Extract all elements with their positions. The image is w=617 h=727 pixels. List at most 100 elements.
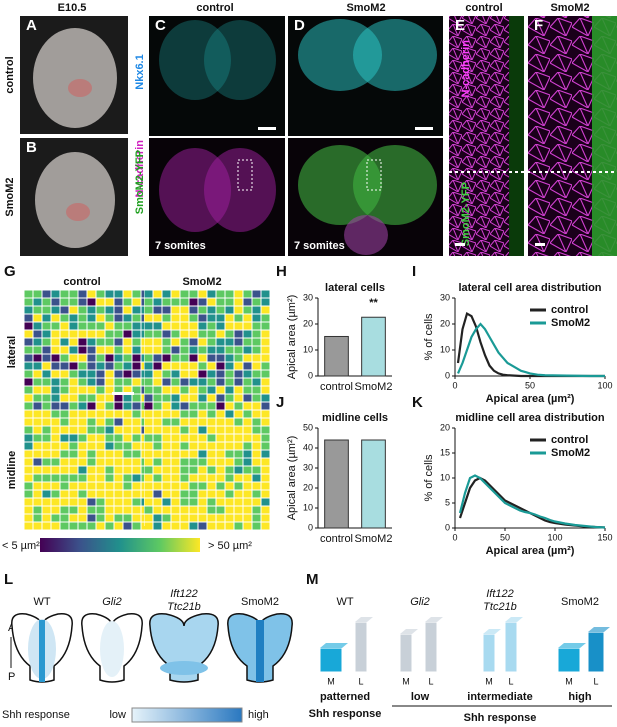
cell [189, 450, 198, 458]
genotype: Gli2 [410, 596, 430, 608]
cell [153, 290, 162, 298]
cell [207, 386, 216, 394]
cell [207, 338, 216, 346]
cell [60, 474, 69, 482]
cell [60, 298, 69, 306]
cell [261, 490, 270, 498]
cell [252, 506, 261, 514]
x-tick-label: 50 [500, 532, 510, 542]
series-line [456, 322, 605, 378]
cell [114, 450, 123, 458]
cell [33, 498, 42, 506]
cell [87, 346, 96, 354]
genotype: Ift122 [170, 588, 198, 600]
panel-letter: B [26, 139, 37, 156]
cell [252, 386, 261, 394]
cell [261, 514, 270, 522]
cell [105, 522, 114, 530]
cell [114, 378, 123, 386]
cell [162, 298, 171, 306]
cell [234, 442, 243, 450]
cell [252, 290, 261, 298]
cell [42, 290, 51, 298]
cell [153, 338, 162, 346]
cell [69, 434, 78, 442]
cell [51, 338, 60, 346]
cell [252, 394, 261, 402]
cell [171, 362, 180, 370]
cell [225, 354, 234, 362]
chart-title: lateral cell area distribution [458, 282, 601, 294]
cell [171, 370, 180, 378]
cell [261, 354, 270, 362]
cell [132, 362, 141, 370]
cell [153, 466, 162, 474]
cell [78, 458, 87, 466]
cell [225, 346, 234, 354]
ml-label: L [358, 676, 363, 686]
cell [243, 434, 252, 442]
cell [33, 402, 42, 410]
cell [234, 498, 243, 506]
cell [144, 298, 153, 306]
cell-top [400, 629, 418, 634]
cell [216, 290, 225, 298]
cell [60, 482, 69, 490]
cell [243, 466, 252, 474]
cell [180, 410, 189, 418]
cell [123, 314, 132, 322]
cell [180, 418, 189, 426]
cell [261, 450, 270, 458]
cell [153, 442, 162, 450]
cell [114, 346, 123, 354]
cell [24, 330, 33, 338]
cell [33, 378, 42, 386]
cell [234, 402, 243, 410]
cell [33, 362, 42, 370]
cell [60, 306, 69, 314]
cell [207, 418, 216, 426]
legend-label: SmoM2 [551, 317, 590, 329]
y-tick-label: 30 [303, 292, 313, 302]
cell [69, 362, 78, 370]
cell [144, 322, 153, 330]
cell [96, 474, 105, 482]
y-tick-label: 0 [308, 522, 313, 532]
cell [24, 498, 33, 506]
cell [171, 330, 180, 338]
cell [96, 466, 105, 474]
cell [225, 314, 234, 322]
cell [261, 482, 270, 490]
cell [198, 338, 207, 346]
cell [162, 450, 171, 458]
cell [198, 490, 207, 498]
cell [153, 354, 162, 362]
cell [51, 442, 60, 450]
cell [105, 474, 114, 482]
cell [234, 458, 243, 466]
cell [162, 498, 171, 506]
cell [207, 506, 216, 514]
cell [189, 386, 198, 394]
cell [171, 290, 180, 298]
panel-letter: I [412, 263, 416, 280]
y-tick-label: 0 [445, 522, 450, 532]
scale-label: Shh response [2, 709, 70, 721]
cell [162, 402, 171, 410]
cell [189, 354, 198, 362]
cell [234, 338, 243, 346]
scale-bar [455, 243, 465, 246]
cell [24, 378, 33, 386]
cell [252, 466, 261, 474]
cell [87, 354, 96, 362]
cell [162, 410, 171, 418]
level: intermediate [467, 691, 532, 703]
cell [51, 314, 60, 322]
cell [33, 410, 42, 418]
cell [225, 458, 234, 466]
cell [207, 498, 216, 506]
cell [51, 426, 60, 434]
cell [144, 498, 153, 506]
cell [132, 450, 141, 458]
